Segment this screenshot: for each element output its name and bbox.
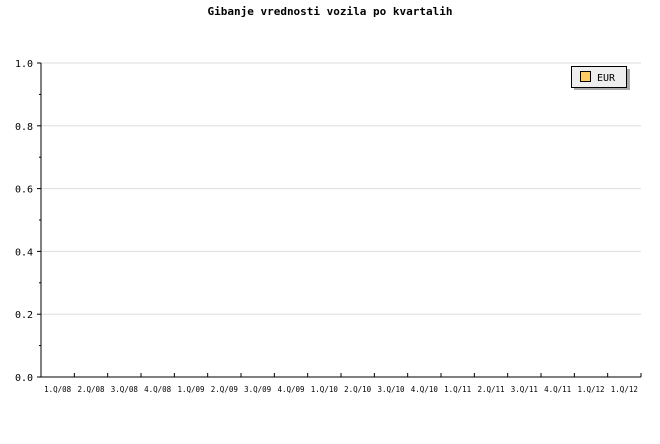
chart-title: Gibanje vrednosti vozila po kvartalih [207,5,452,18]
x-tick-label: 3.Q/11 [511,385,538,394]
x-tick-label: 4.Q/11 [544,385,571,394]
x-tick-label: 3.Q/09 [244,385,271,394]
x-tick-label: 1.Q/09 [177,385,204,394]
x-tick-label: 3.Q/08 [111,385,139,394]
legend-label: EUR [597,73,616,84]
x-tick-label: 2.Q/08 [77,385,105,394]
x-tick-label: 1.Q/12 [577,385,604,394]
legend: EUR [571,66,630,90]
x-tick-label: 2.Q/09 [211,385,238,394]
x-tick-label: 2.Q/10 [344,385,372,394]
y-tick-label: 0.4 [15,247,33,258]
y-tick-label: 0.8 [15,122,33,133]
x-tick-label: 1.Q/11 [444,385,471,394]
legend-swatch [580,71,591,82]
x-tick-label: 2.Q/11 [477,385,504,394]
y-tick-label: 0.2 [15,310,33,321]
y-tick-label: 1.0 [15,59,33,70]
x-tick-label: 4.Q/09 [277,385,304,394]
x-tick-label: 3.Q/10 [377,385,405,394]
y-tick-label: 0.0 [15,373,33,384]
x-tick-label: 4.Q/08 [144,385,172,394]
x-tick-label: 1.Q/08 [44,385,72,394]
x-tick-label: 1.Q/12 [611,385,638,394]
x-tick-label: 4.Q/10 [411,385,439,394]
y-tick-label: 0.6 [15,185,33,196]
x-tick-label: 1.Q/10 [311,385,339,394]
